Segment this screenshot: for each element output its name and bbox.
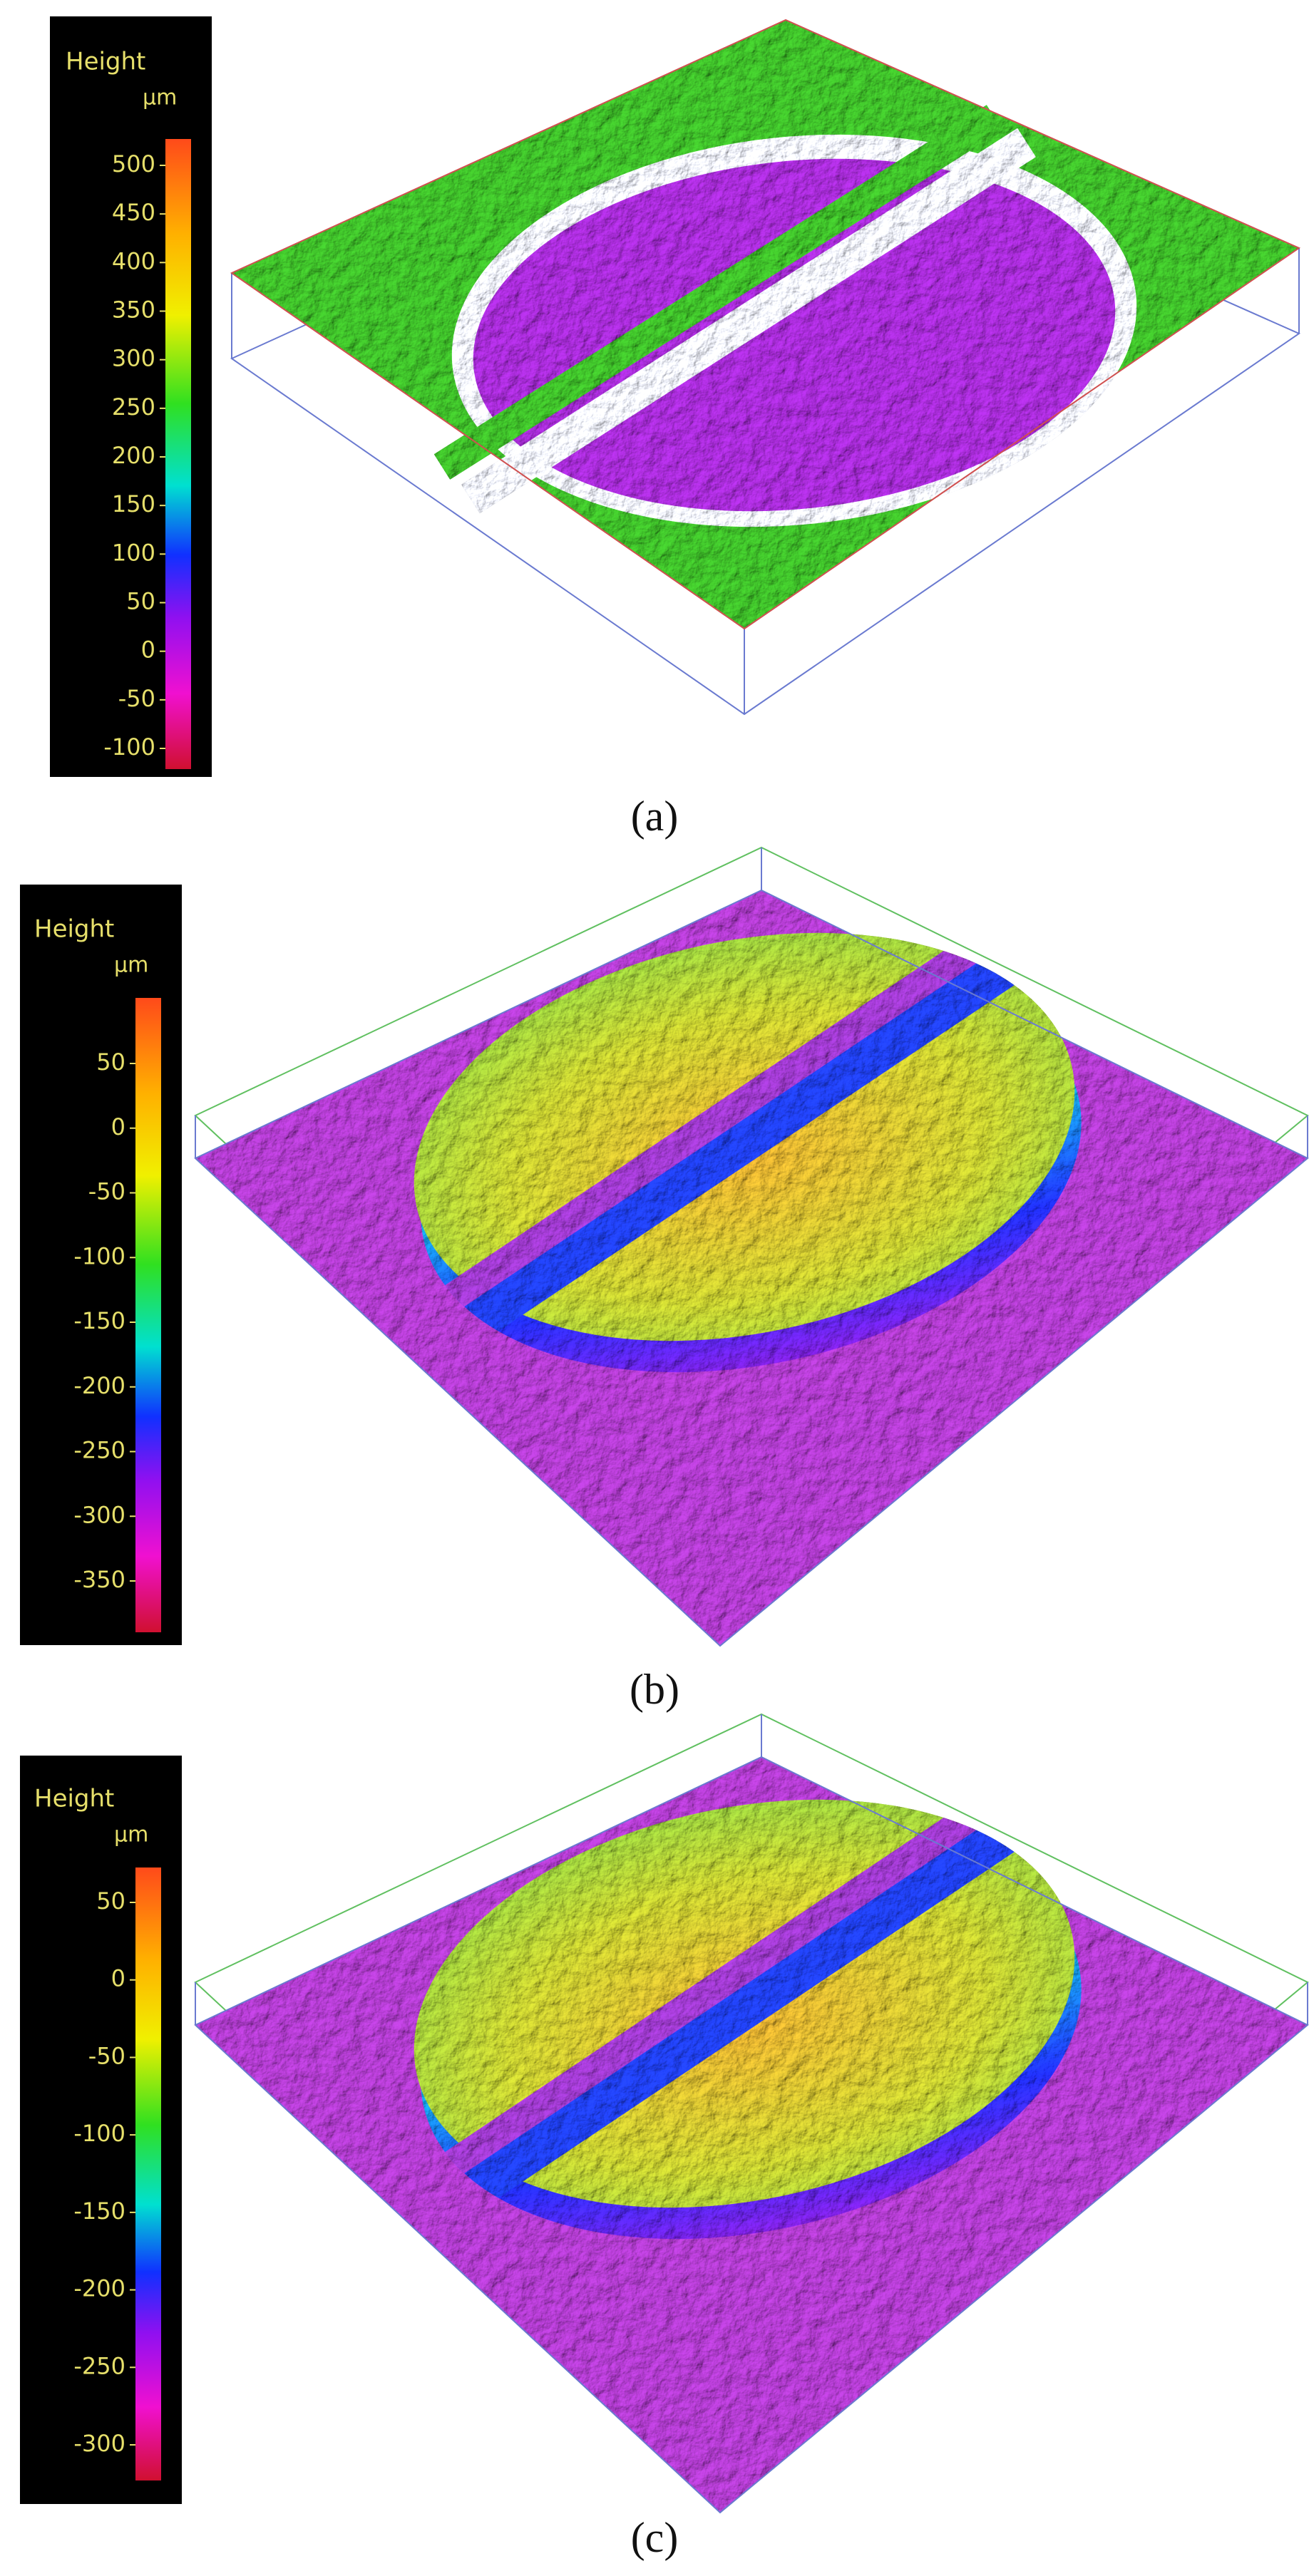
colorbar-tick-label: -300: [73, 1501, 125, 1528]
colorbar-tick-label: 450: [112, 199, 155, 226]
colorbar-title: Height: [34, 915, 114, 944]
colorbar-tick-label: -50: [118, 685, 155, 712]
colorbar-tick-label: 0: [111, 1965, 125, 1992]
colorbar-tick-label: 500: [112, 150, 155, 177]
colorbar-tick-label: -50: [88, 1178, 125, 1205]
cavity: [473, 158, 1116, 512]
gap: [433, 1767, 1035, 2183]
colorbar-gradient: [135, 1867, 161, 2480]
colorbar-unit: µm: [114, 1823, 148, 1848]
colorbar-gradient: [165, 139, 191, 769]
colorbar-tick-label: -300: [73, 2430, 125, 2457]
colorbar-tick-label: -250: [73, 2352, 125, 2379]
colorbar-gradient: [135, 998, 161, 1632]
colorbar-title: Height: [34, 1785, 114, 1813]
colorbar-tick-label: -100: [73, 2120, 125, 2147]
colorbar-tick-label: -350: [73, 1566, 125, 1593]
surface-a: [230, 19, 1301, 716]
colorbar-unit: µm: [143, 86, 177, 110]
colorbar-tick-label: -200: [73, 1372, 125, 1399]
colorbar-tick-label: -200: [73, 2275, 125, 2302]
gap: [433, 900, 1035, 1317]
gap-wall: [442, 916, 1055, 1351]
colorbar-tick-label: 0: [111, 1113, 125, 1140]
colorbar-tick-label: 400: [112, 247, 155, 274]
colorbar-title: Height: [66, 48, 145, 76]
caption: (c): [631, 2514, 679, 2561]
colorbar-tick-label: -50: [88, 2042, 125, 2069]
colorbar-tick-label: -150: [73, 2198, 125, 2225]
colorbar-tick-label: -250: [73, 1437, 125, 1464]
colorbar-tick-label: -150: [73, 1307, 125, 1334]
cut: [433, 1767, 1055, 2217]
colorbar-tick-label: 200: [112, 442, 155, 469]
colorbar-tick-label: 0: [141, 637, 155, 664]
colorbar-tick-label: 50: [96, 1049, 125, 1076]
colorbar-tick-label: -100: [103, 733, 155, 761]
colorbar-tick-label: 250: [112, 393, 155, 421]
colorbar-tick-label: 100: [112, 539, 155, 566]
surface: [194, 846, 1309, 1647]
colorbar-tick-label: 350: [112, 297, 155, 324]
cut: [433, 900, 1055, 1351]
gap-wall: [442, 1783, 1055, 2217]
colorbar-tick-label: 50: [126, 588, 155, 615]
gap: [461, 128, 1036, 514]
colorbar-tick-label: 150: [112, 490, 155, 517]
colorbar-unit: µm: [114, 953, 148, 978]
relief: [195, 1757, 1308, 2513]
box-base: [194, 889, 1309, 1647]
colorbar-tick-label: -100: [73, 1242, 125, 1269]
colorbar-tick-label: 300: [112, 345, 155, 372]
relief: [195, 890, 1308, 1646]
colorbar-tick-label: 50: [96, 1887, 125, 1915]
caption: (a): [631, 793, 679, 840]
plate: [232, 20, 1299, 629]
caption: (b): [630, 1666, 679, 1713]
box-top: [230, 19, 1301, 630]
strip: [433, 105, 1003, 480]
surface: [194, 1713, 1309, 2514]
box-base: [194, 1756, 1309, 2514]
